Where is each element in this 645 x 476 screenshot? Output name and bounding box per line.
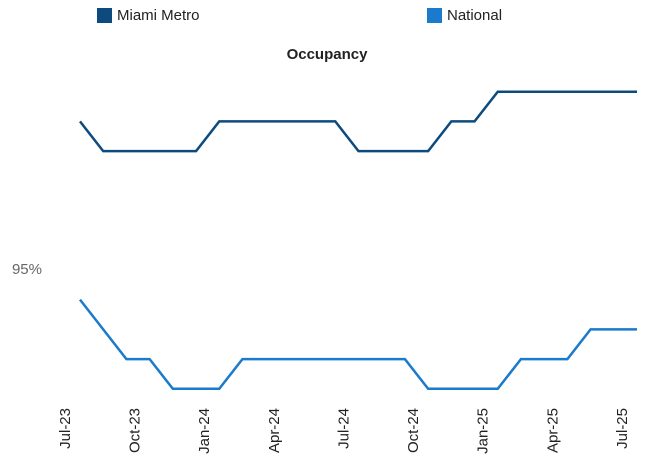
x-tick-label: Jul-23: [57, 408, 74, 449]
x-tick-label: Apr-25: [544, 408, 561, 453]
line: [79, 298, 637, 391]
x-tick-label: Oct-24: [405, 408, 422, 453]
x-tick-label: Jul-24: [335, 408, 352, 449]
x-tick-label: Oct-23: [127, 408, 144, 453]
chart-title: Occupancy: [287, 46, 369, 63]
x-tick-label: Apr-24: [266, 408, 283, 453]
y-tick-label: 95%: [12, 261, 42, 278]
x-tick-label: Jan-25: [475, 408, 492, 454]
x-tick-label: Jan-24: [196, 408, 213, 454]
x-tick-label: Jul-25: [614, 408, 631, 449]
legend-swatch: [97, 8, 112, 23]
legend-label: Miami Metro: [117, 7, 200, 24]
legend-swatch: [427, 8, 442, 23]
legend-label: National: [447, 7, 502, 24]
line: [79, 90, 637, 153]
